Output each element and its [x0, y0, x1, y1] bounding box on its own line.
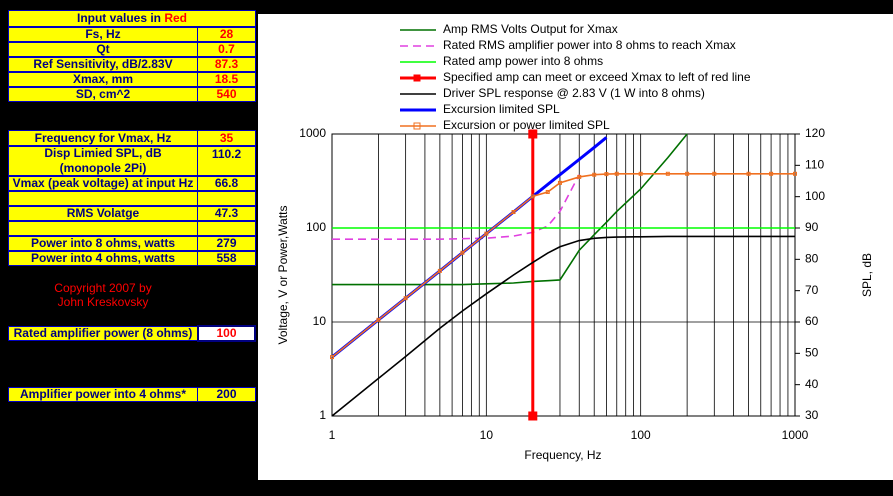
legend-marker	[413, 74, 421, 82]
value-cell[interactable]: 47.3	[197, 206, 256, 221]
value-cell[interactable]: 66.8	[197, 176, 256, 191]
y-tick-label: 1	[319, 408, 326, 422]
label-cell[interactable]: RMS Volatge	[8, 206, 198, 221]
series-marker	[638, 171, 643, 176]
y2-axis-title: SPL, dB	[860, 253, 874, 297]
series-marker	[511, 210, 516, 215]
series-marker	[604, 172, 609, 177]
copyright: John Kreskovsky	[57, 295, 149, 309]
value-cell[interactable]: 279	[197, 236, 256, 251]
y2-tick-label: 50	[805, 346, 819, 360]
chart-area	[258, 14, 893, 480]
y2-tick-label: 110	[805, 158, 824, 172]
y2-tick-label: 100	[805, 189, 825, 203]
x-tick-label: 100	[631, 428, 651, 442]
blank-cell[interactable]	[8, 221, 198, 236]
label-cell[interactable]: Power into 8 ohms, watts	[8, 236, 198, 251]
y-axis-title: Voltage, V or Power,Watts	[276, 206, 290, 345]
blank-cell[interactable]	[197, 221, 256, 236]
y-tick-label: 10	[313, 314, 327, 328]
series-marker	[712, 171, 717, 176]
y2-tick-label: 30	[805, 408, 819, 422]
selected-cell[interactable]: 100	[197, 325, 256, 342]
series-marker	[403, 296, 408, 301]
legend-label: Driver SPL response @ 2.83 V (1 W into 8…	[443, 86, 705, 100]
legend-label: Rated amp power into 8 ohms	[443, 54, 603, 68]
y-tick-label: 1000	[299, 126, 326, 140]
series-line	[331, 235, 795, 417]
value-cell[interactable]: 200	[197, 387, 256, 402]
series-marker	[376, 317, 381, 322]
series-marker	[793, 171, 797, 176]
blank-cell[interactable]	[197, 191, 256, 206]
header-red: Red	[164, 11, 188, 25]
x-axis-title: Frequency, Hz	[524, 448, 601, 462]
legend-marker	[413, 122, 421, 130]
value-cell[interactable]: 0.7	[197, 42, 256, 57]
label-cell[interactable]: SD, cm^2	[8, 87, 198, 102]
series-marker	[557, 180, 562, 185]
legend-label: Excursion limited SPL	[443, 102, 560, 116]
plot-border	[331, 133, 796, 417]
legend-label: Excursion or power limited SPL	[443, 118, 610, 132]
y2-tick-label: 60	[805, 314, 819, 328]
series-marker	[437, 268, 442, 273]
series-marker	[528, 129, 538, 139]
value-cell[interactable]: 35	[197, 130, 256, 146]
legend-label: Amp RMS Volts Output for Xmax	[443, 22, 618, 36]
value-cell[interactable]: 28	[197, 27, 256, 42]
x-tick-label: 1000	[782, 428, 809, 442]
series-marker	[665, 171, 670, 176]
label-line: Disp Limied SPL, dB	[44, 146, 162, 160]
value-cell[interactable]: 87.3	[197, 57, 256, 72]
legend-label: Specified amp can meet or exceed Xmax to…	[443, 70, 751, 84]
value-cell[interactable]: 110.2	[197, 146, 256, 176]
y2-tick-label: 120	[805, 126, 825, 140]
label-cell[interactable]: Xmax, mm	[8, 72, 198, 87]
series-marker	[614, 171, 619, 176]
y-tick-label: 100	[306, 220, 326, 234]
series-marker	[685, 171, 690, 176]
copyright: Copyright 2007 by	[54, 281, 152, 295]
y2-tick-label: 40	[805, 377, 819, 391]
y2-tick-label: 80	[805, 252, 819, 266]
series-marker	[545, 189, 550, 194]
label-cell[interactable]: Rated amplifier power (8 ohms)	[8, 326, 198, 341]
series-line	[331, 172, 795, 358]
header-text: Input values in	[76, 11, 165, 25]
series-marker	[330, 355, 334, 360]
x-tick-label: 10	[480, 428, 494, 442]
label-cell[interactable]: Power into 4 ohms, watts	[8, 251, 198, 266]
label-cell[interactable]: Disp Limied SPL, dB (monopole 2Pi)	[8, 146, 198, 176]
series-marker	[528, 411, 538, 421]
label-cell[interactable]: Qt	[8, 42, 198, 57]
value-cell[interactable]: 18.5	[197, 72, 256, 87]
series-marker	[769, 171, 774, 176]
series-marker	[577, 174, 582, 179]
series-marker	[530, 194, 535, 199]
blank-cell[interactable]	[8, 191, 198, 206]
series-marker	[592, 172, 597, 177]
series-line	[332, 174, 580, 241]
label-cell[interactable]: Fs, Hz	[8, 27, 198, 42]
series-line	[332, 133, 688, 286]
value-cell[interactable]: 540	[197, 87, 256, 102]
series-marker	[460, 250, 465, 255]
x-tick-label: 1	[329, 428, 336, 442]
series-marker	[746, 171, 751, 176]
label-cell[interactable]: Vmax (peak voltage) at input Hz	[8, 176, 198, 191]
label-cell[interactable]: Ref Sensitivity, dB/2.83V	[8, 57, 198, 72]
header-cell[interactable]: Input values in Red	[8, 10, 256, 27]
label-cell[interactable]: Amplifier power into 4 ohms*	[8, 387, 198, 402]
y2-tick-label: 70	[805, 283, 819, 297]
y2-tick-label: 90	[805, 220, 819, 234]
series-marker	[484, 231, 489, 236]
label-line: (monopole 2Pi)	[59, 161, 147, 175]
legend-label: Rated RMS amplifier power into 8 ohms to…	[443, 38, 736, 52]
label-cell[interactable]: Frequency for Vmax, Hz	[8, 130, 198, 146]
value-cell[interactable]: 558	[197, 251, 256, 266]
